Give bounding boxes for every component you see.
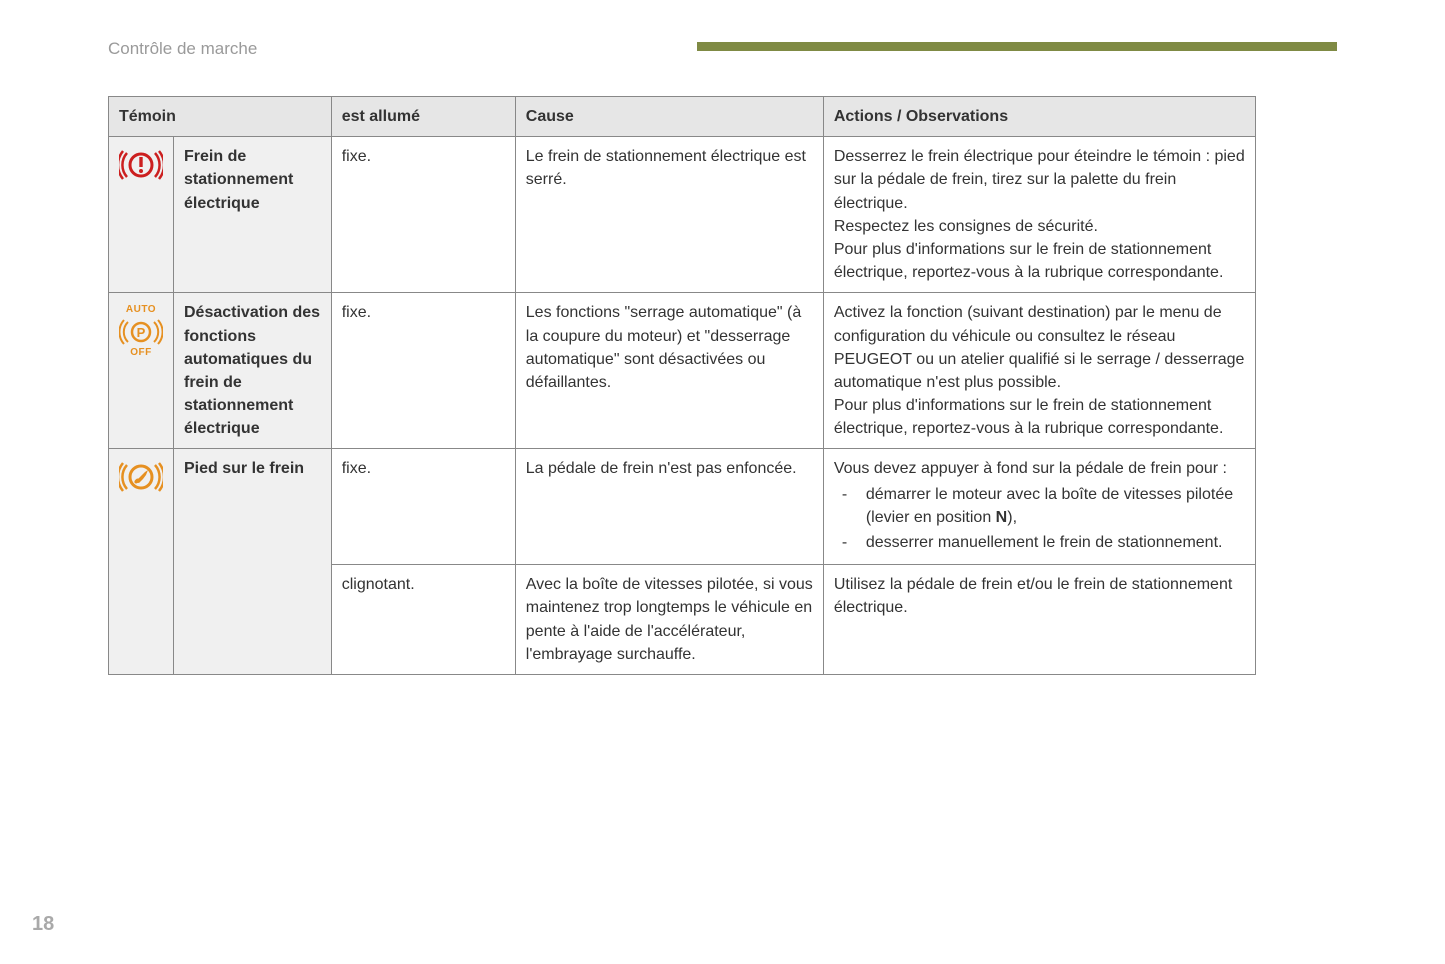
cell-state: fixe. xyxy=(331,293,515,449)
warning-lights-table: Témoin est allumé Cause Actions / Observ… xyxy=(108,96,1256,675)
auto-label: AUTO xyxy=(126,303,156,318)
cell-state: fixe. xyxy=(331,137,515,293)
cell-cause: La pédale de frein n'est pas enfoncée. xyxy=(515,449,823,565)
col-header-temoin: Témoin xyxy=(109,97,332,137)
cell-action: Activez la fonction (suivant destination… xyxy=(823,293,1255,449)
off-label: OFF xyxy=(130,346,152,361)
cell-cause: Avec la boîte de vitesses pilotée, si vo… xyxy=(515,565,823,675)
cell-cause: Les fonctions "serrage automatique" (à l… xyxy=(515,293,823,449)
page-number: 18 xyxy=(32,913,54,936)
cell-name: Frein de stationnement électrique xyxy=(174,137,332,293)
cell-action: Desserrez le frein électrique pour étein… xyxy=(823,137,1255,293)
brake-exclaim-icon xyxy=(119,145,163,183)
page-header: Contrôle de marche xyxy=(108,38,1337,60)
header-accent-bar xyxy=(697,42,1337,51)
cell-icon: AUTO P OFF xyxy=(109,293,174,449)
col-header-state: est allumé xyxy=(331,97,515,137)
table-row: Frein de stationnement électrique fixe. … xyxy=(109,137,1256,293)
list-item: desserrer manuellement le frein de stati… xyxy=(834,531,1245,554)
col-header-cause: Cause xyxy=(515,97,823,137)
section-title: Contrôle de marche xyxy=(108,39,257,59)
cell-action: Utilisez la pédale de frein et/ou le fre… xyxy=(823,565,1255,675)
action-intro: Vous devez appuyer à fond sur la pédale … xyxy=(834,457,1245,480)
svg-text:P: P xyxy=(137,325,146,340)
table-row: AUTO P OFF Désactivation des fonctions a… xyxy=(109,293,1256,449)
cell-cause: Le frein de stationnement électrique est… xyxy=(515,137,823,293)
auto-p-off-icon: AUTO P OFF xyxy=(119,301,163,360)
col-header-action: Actions / Observations xyxy=(823,97,1255,137)
cell-icon xyxy=(109,449,174,675)
cell-state: fixe. xyxy=(331,449,515,565)
table-header-row: Témoin est allumé Cause Actions / Observ… xyxy=(109,97,1256,137)
action-list: démarrer le moteur avec la boîte de vite… xyxy=(834,483,1245,555)
cell-state: clignotant. xyxy=(331,565,515,675)
cell-icon xyxy=(109,137,174,293)
cell-name: Pied sur le frein xyxy=(174,449,332,675)
cell-name: Désactivation des fonctions automatiques… xyxy=(174,293,332,449)
table-row: Pied sur le frein fixe. La pédale de fre… xyxy=(109,449,1256,565)
list-item: démarrer le moteur avec la boîte de vite… xyxy=(834,483,1245,529)
brake-foot-icon xyxy=(119,457,163,495)
cell-action: Vous devez appuyer à fond sur la pédale … xyxy=(823,449,1255,565)
